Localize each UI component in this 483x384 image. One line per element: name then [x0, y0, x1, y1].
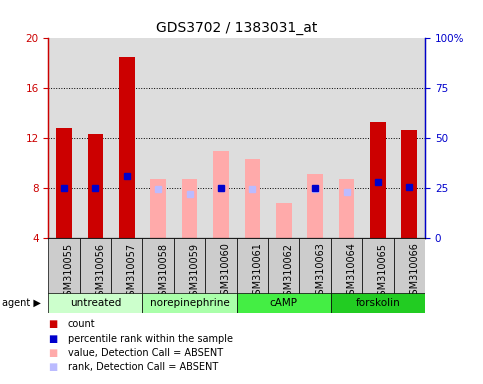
- Bar: [142, 293, 237, 313]
- Bar: [205, 238, 237, 294]
- Bar: [401, 129, 417, 238]
- Bar: [80, 238, 111, 294]
- Bar: [87, 134, 103, 238]
- Text: GSM310057: GSM310057: [127, 243, 137, 302]
- Bar: [174, 238, 205, 294]
- Text: untreated: untreated: [70, 298, 121, 308]
- Text: cAMP: cAMP: [270, 298, 298, 308]
- Text: GSM310061: GSM310061: [253, 243, 262, 301]
- Text: GSM310065: GSM310065: [378, 243, 388, 301]
- Text: GSM310059: GSM310059: [189, 243, 199, 301]
- Bar: [237, 238, 268, 294]
- Bar: [48, 293, 142, 313]
- Text: ■: ■: [48, 348, 57, 358]
- Bar: [119, 57, 135, 238]
- Bar: [394, 238, 425, 294]
- Text: ■: ■: [48, 362, 57, 372]
- Text: percentile rank within the sample: percentile rank within the sample: [68, 334, 233, 344]
- Text: agent ▶: agent ▶: [2, 298, 41, 308]
- Text: norepinephrine: norepinephrine: [150, 298, 229, 308]
- Text: ■: ■: [48, 334, 57, 344]
- Text: GSM310058: GSM310058: [158, 243, 168, 301]
- Text: GSM310066: GSM310066: [410, 243, 419, 301]
- Bar: [307, 174, 323, 238]
- Bar: [276, 203, 292, 238]
- Bar: [142, 238, 174, 294]
- Bar: [237, 293, 331, 313]
- Bar: [370, 122, 386, 238]
- Bar: [111, 238, 142, 294]
- Text: rank, Detection Call = ABSENT: rank, Detection Call = ABSENT: [68, 362, 218, 372]
- Text: value, Detection Call = ABSENT: value, Detection Call = ABSENT: [68, 348, 223, 358]
- Bar: [299, 238, 331, 294]
- Text: forskolin: forskolin: [355, 298, 400, 308]
- Title: GDS3702 / 1383031_at: GDS3702 / 1383031_at: [156, 21, 317, 35]
- Text: GSM310056: GSM310056: [96, 243, 105, 301]
- Bar: [182, 179, 198, 238]
- Bar: [331, 238, 362, 294]
- Bar: [331, 293, 425, 313]
- Text: GSM310063: GSM310063: [315, 243, 325, 301]
- Bar: [56, 128, 72, 238]
- Text: GSM310064: GSM310064: [347, 243, 356, 301]
- Bar: [48, 238, 80, 294]
- Text: GSM310062: GSM310062: [284, 243, 294, 301]
- Bar: [362, 238, 394, 294]
- Text: GSM310060: GSM310060: [221, 243, 231, 301]
- Text: GSM310055: GSM310055: [64, 243, 74, 302]
- Text: ■: ■: [48, 319, 57, 329]
- Text: count: count: [68, 319, 95, 329]
- Bar: [244, 159, 260, 238]
- Bar: [339, 179, 355, 238]
- Bar: [150, 179, 166, 238]
- Bar: [268, 238, 299, 294]
- Bar: [213, 151, 229, 238]
